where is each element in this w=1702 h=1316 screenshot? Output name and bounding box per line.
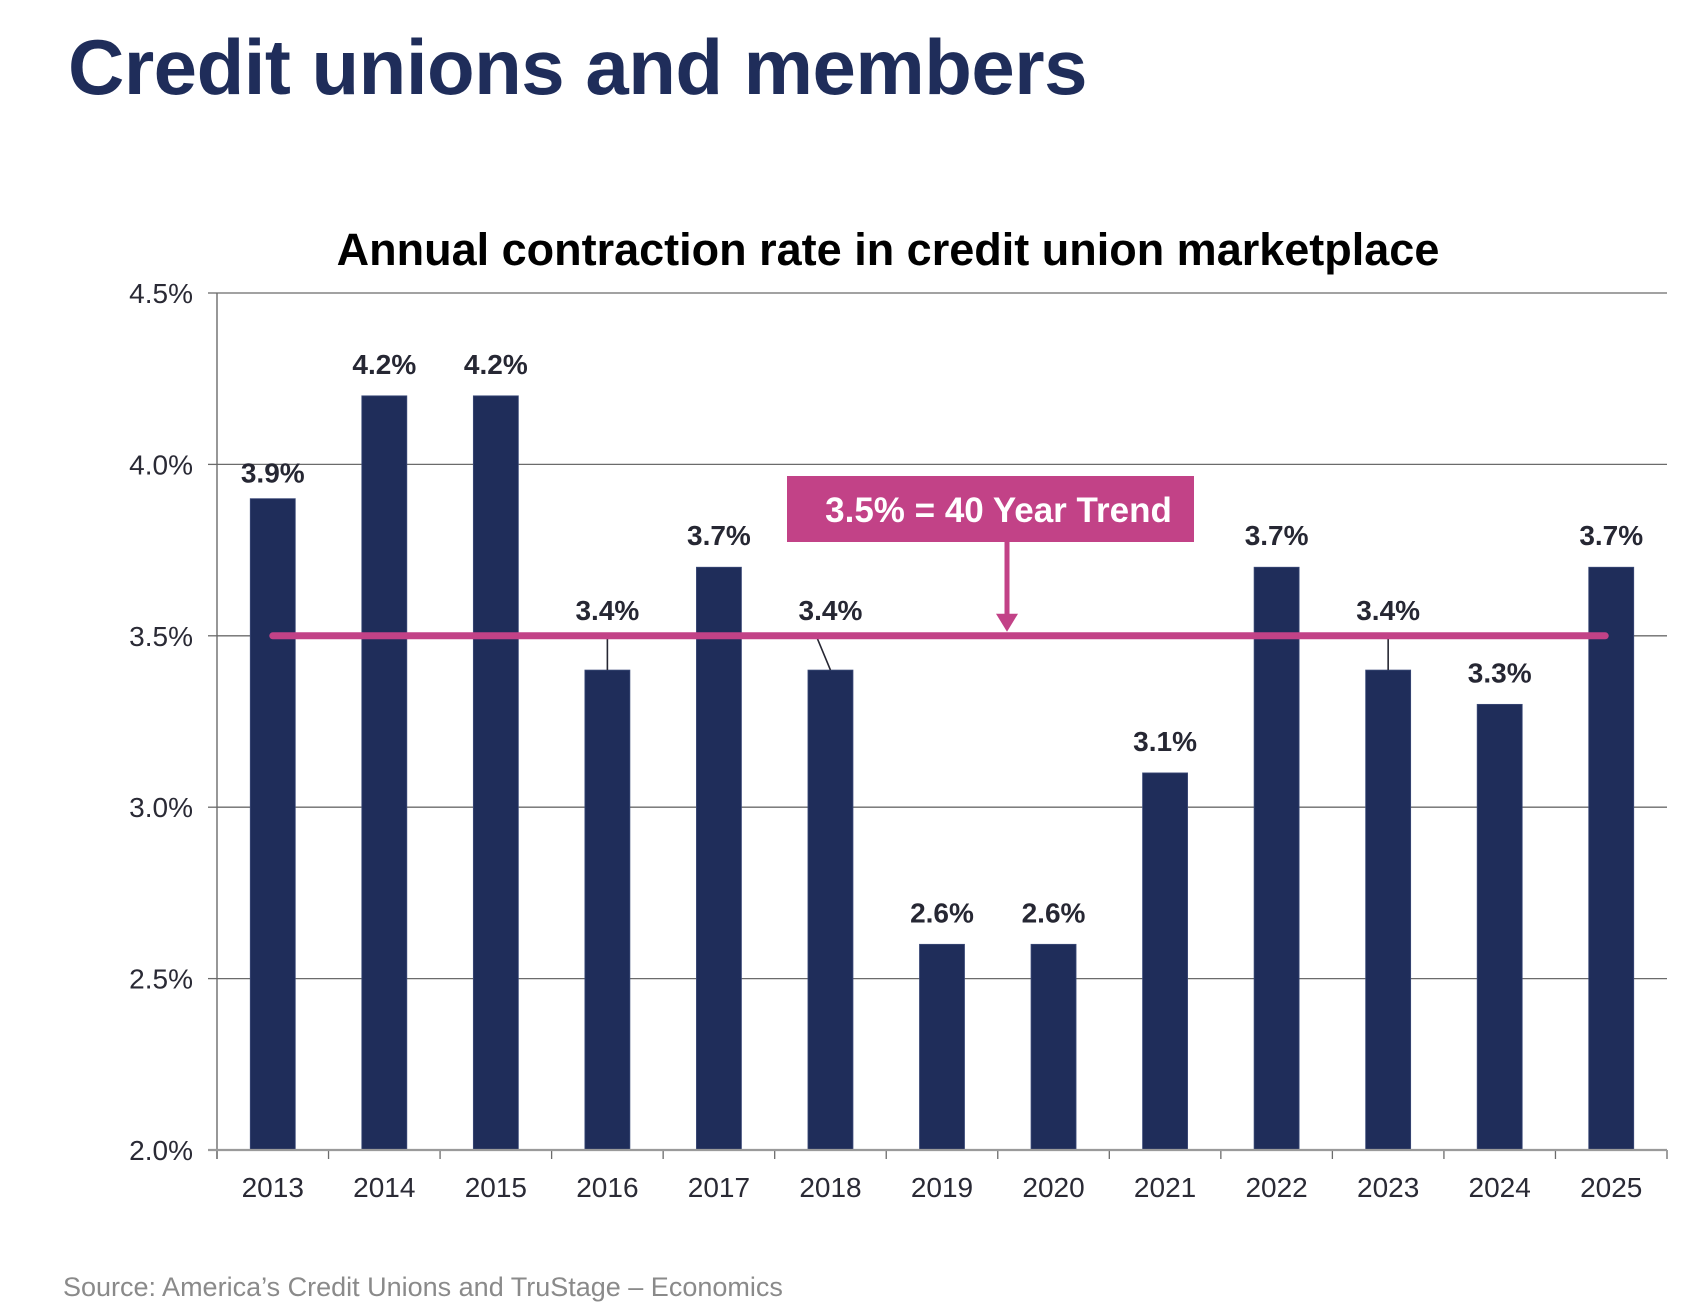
axes bbox=[208, 293, 1667, 1159]
bar bbox=[1476, 703, 1523, 1151]
bars bbox=[249, 395, 1635, 1151]
data-label: 2.6% bbox=[1022, 897, 1086, 928]
source-note: Source: America’s Credit Unions and TruS… bbox=[63, 1272, 783, 1302]
bar bbox=[696, 566, 742, 1151]
x-axis-ticks: 2013 2014 2015 2016 2017 2018 2019 2020 2021 2022… bbox=[216, 1150, 1668, 1203]
data-label: 2.6% bbox=[910, 897, 974, 928]
bar bbox=[1365, 669, 1412, 1151]
x-tick-label: 2020 bbox=[1022, 1172, 1084, 1203]
bar bbox=[584, 669, 631, 1151]
bar bbox=[1142, 772, 1188, 1151]
y-tick-label: 4.0% bbox=[129, 449, 193, 480]
bar bbox=[249, 498, 296, 1151]
data-label: 3.7% bbox=[1579, 520, 1643, 551]
data-label: 3.7% bbox=[1245, 520, 1309, 551]
data-label: 3.3% bbox=[1468, 657, 1532, 688]
data-label: 3.4% bbox=[1356, 595, 1420, 626]
bar bbox=[1253, 566, 1300, 1151]
x-tick-label: 2013 bbox=[242, 1172, 304, 1203]
bar bbox=[361, 395, 408, 1151]
trend-callout-label: 3.5% = 40 Year Trend bbox=[825, 491, 1172, 530]
data-label: 4.2% bbox=[464, 349, 528, 380]
y-tick-label: 2.0% bbox=[129, 1135, 193, 1166]
leader-lines bbox=[606, 638, 1389, 671]
data-label: 4.2% bbox=[352, 349, 416, 380]
data-labels: 3.9% 4.2% 4.2% 3.4% 3.7% 3.4% 2.6% 2.6% 3.1% 3.7%… bbox=[241, 349, 1643, 928]
bar bbox=[919, 943, 965, 1151]
y-tick-label: 4.5% bbox=[129, 278, 193, 309]
x-tick-label: 2019 bbox=[911, 1172, 973, 1203]
y-tick-label: 3.5% bbox=[129, 621, 193, 652]
chart-title: Annual contraction rate in credit union … bbox=[337, 224, 1440, 275]
y-axis-ticks: 2.0% 2.5% 3.0% 3.5% 4.0% 4.5% bbox=[129, 278, 217, 1166]
trend-line-group: 3.5% = 40 Year Trend bbox=[269, 476, 1609, 640]
x-tick-label: 2025 bbox=[1580, 1172, 1642, 1203]
trend-callout-box bbox=[787, 476, 1194, 542]
x-tick-label: 2016 bbox=[576, 1172, 638, 1203]
y-tick-label: 2.5% bbox=[129, 964, 193, 995]
x-tick-label: 2015 bbox=[465, 1172, 527, 1203]
leader-line bbox=[816, 638, 832, 671]
bar bbox=[807, 669, 854, 1151]
x-tick-label: 2017 bbox=[688, 1172, 750, 1203]
x-tick-label: 2022 bbox=[1245, 1172, 1307, 1203]
trend-arrow-head-icon bbox=[996, 613, 1018, 632]
y-tick-label: 3.0% bbox=[129, 792, 193, 823]
bar bbox=[472, 395, 519, 1151]
bar bbox=[1030, 943, 1077, 1151]
x-tick-label: 2014 bbox=[353, 1172, 415, 1203]
data-label: 3.9% bbox=[241, 458, 305, 489]
slide-title: Credit unions and members bbox=[68, 23, 1088, 111]
data-label: 3.4% bbox=[575, 595, 639, 626]
data-label: 3.7% bbox=[687, 520, 751, 551]
x-tick-label: 2021 bbox=[1134, 1172, 1196, 1203]
x-tick-label: 2024 bbox=[1469, 1172, 1531, 1203]
x-tick-label: 2023 bbox=[1357, 1172, 1419, 1203]
x-tick-label: 2018 bbox=[799, 1172, 861, 1203]
data-label: 3.4% bbox=[799, 595, 863, 626]
data-label: 3.1% bbox=[1133, 726, 1197, 757]
bar bbox=[1588, 566, 1635, 1151]
